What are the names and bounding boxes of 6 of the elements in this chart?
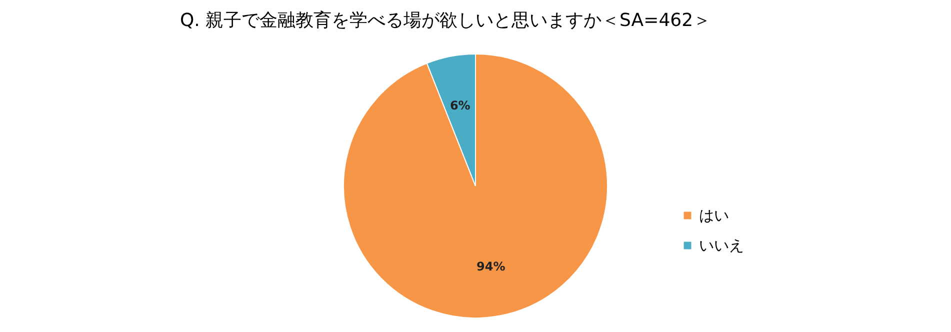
- pie-slice: [343, 54, 608, 318]
- legend-label: はい: [699, 206, 729, 224]
- chart-title: Q. 親子で金融教育を学べる場が欲しいと思いますか＜SA=462＞: [180, 10, 712, 31]
- data-label: 6%: [450, 98, 470, 112]
- legend-label: いいえ: [699, 236, 744, 254]
- data-label: 94%: [476, 260, 506, 274]
